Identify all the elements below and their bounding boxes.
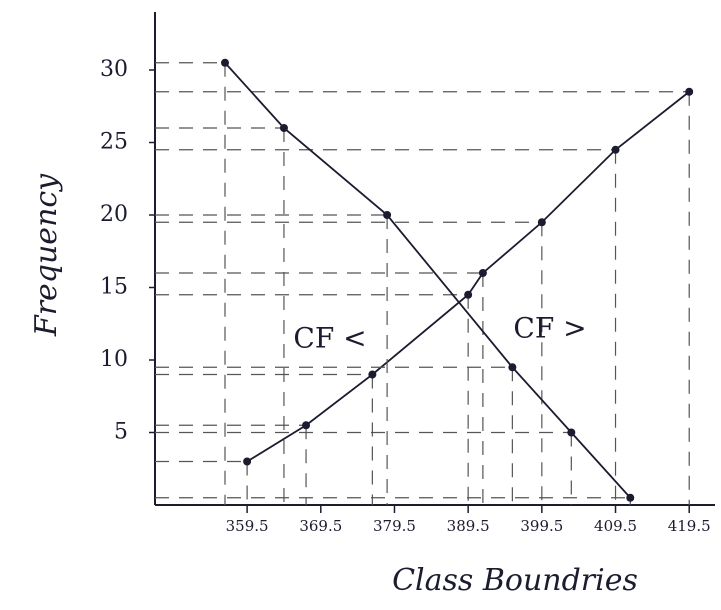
point	[567, 429, 575, 437]
point	[508, 363, 516, 371]
point	[538, 218, 546, 226]
point	[626, 494, 634, 502]
point	[464, 291, 472, 299]
y-tick-label: 15	[100, 275, 128, 300]
point	[302, 421, 310, 429]
y-tick-label: 20	[100, 202, 128, 227]
point	[685, 88, 693, 96]
point	[368, 371, 376, 379]
y-tick-label: 5	[114, 420, 128, 445]
point	[221, 59, 229, 67]
x-tick-label: 379.5	[373, 517, 416, 535]
point	[479, 269, 487, 277]
x-tick-label: 369.5	[299, 517, 342, 535]
series-label: CF <	[293, 322, 366, 355]
y-tick-label: 30	[100, 57, 128, 82]
x-tick-label: 419.5	[668, 517, 711, 535]
chart: Frequency Class Boundries 5 10 15 20 25 30 359…	[0, 0, 721, 610]
page: {"chart_data": {"type": "line", "x_label…	[0, 0, 721, 610]
ogive-line	[247, 92, 689, 462]
x-tick-label: 359.5	[226, 517, 269, 535]
series-label: CF >	[513, 312, 586, 345]
point	[243, 458, 251, 466]
point	[612, 146, 620, 154]
y-tick-label: 10	[100, 347, 128, 372]
y-axis-title: Frequency	[29, 173, 64, 337]
y-tick-label: 25	[100, 130, 128, 155]
x-axis-title: Class Boundries	[392, 563, 638, 598]
x-tick-label: 389.5	[447, 517, 490, 535]
point	[383, 211, 391, 219]
point	[280, 124, 288, 132]
x-tick-label: 409.5	[594, 517, 637, 535]
x-tick-label: 399.5	[520, 517, 563, 535]
